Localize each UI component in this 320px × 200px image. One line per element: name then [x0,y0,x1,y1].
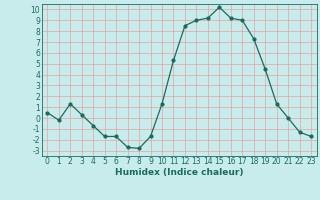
X-axis label: Humidex (Indice chaleur): Humidex (Indice chaleur) [115,168,244,177]
